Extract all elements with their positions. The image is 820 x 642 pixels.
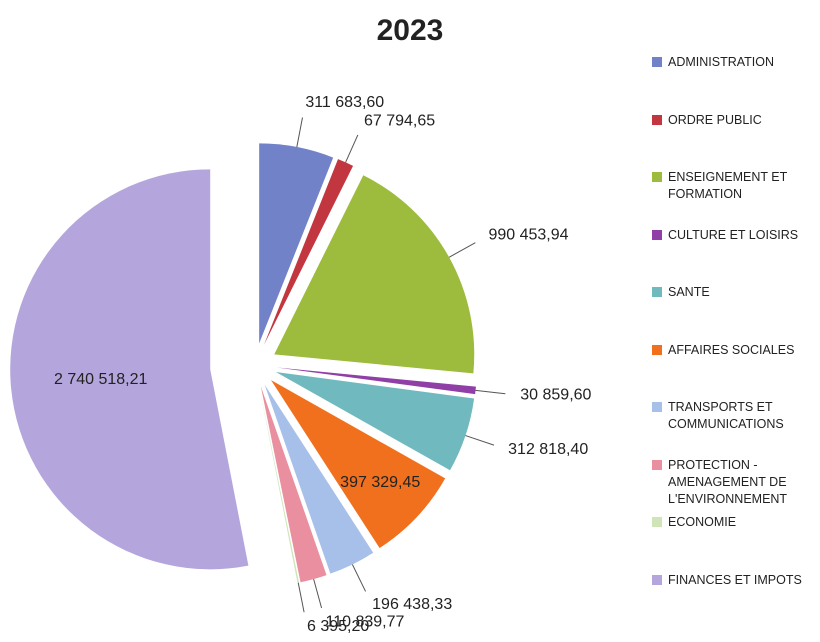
legend-swatch	[652, 172, 662, 182]
data-label: 67 794,65	[364, 112, 435, 129]
pie-slice	[275, 371, 475, 471]
leader-line	[448, 242, 476, 258]
data-label: 990 453,94	[488, 227, 568, 244]
legend-swatch	[652, 402, 662, 412]
leader-line	[313, 578, 323, 609]
pie-slice	[274, 175, 475, 374]
data-label: 110 839,77	[326, 614, 405, 631]
legend-label: AFFAIRES SOCIALES	[668, 342, 795, 357]
data-label: 30 859,60	[520, 387, 591, 404]
legend-label: FINANCES ET IMPOTS	[668, 572, 802, 587]
legend-item: ORDRE PUBLIC	[652, 112, 817, 170]
legend-item: AFFAIRES SOCIALES	[652, 342, 817, 400]
legend-item: FINANCES ET IMPOTS	[652, 572, 817, 630]
data-label: 397 329,45	[340, 474, 420, 491]
pie-slice	[276, 367, 476, 395]
legend-label: ENSEIGNEMENT ET FORMATION	[668, 170, 788, 201]
leader-line	[345, 134, 359, 163]
chart-title: 2023	[377, 14, 444, 47]
legend-item: CULTURE ET LOISIRS	[652, 227, 817, 285]
legend-swatch	[652, 287, 662, 297]
legend-label: CULTURE ET LOISIRS	[668, 227, 799, 242]
leader-line	[296, 117, 303, 148]
legend-label: ECONOMIE	[668, 515, 737, 529]
legend-item: SANTE	[652, 284, 817, 342]
leader-line	[351, 564, 367, 592]
leader-line	[465, 435, 495, 446]
legend-swatch	[652, 57, 662, 67]
legend-swatch	[652, 114, 662, 125]
pie-slice	[259, 143, 334, 344]
legend-item: ADMINISTRATION	[652, 54, 817, 112]
data-label: 196 438,33	[372, 596, 452, 613]
legend-label: PROTECTION - AMENAGEMENT DE L'ENVIRONNEM…	[668, 457, 788, 506]
data-label: 311 683,60	[305, 94, 384, 111]
data-label: 6 395,20	[307, 618, 369, 635]
leader-line	[297, 582, 305, 613]
data-label: 312 818,40	[508, 441, 588, 458]
legend-label: ADMINISTRATION	[668, 55, 775, 69]
legend-swatch	[652, 517, 662, 527]
pie-slice	[10, 169, 249, 570]
data-label: 2 740 518,21	[54, 371, 148, 388]
legend-item: PROTECTION - AMENAGEMENT DE L'ENVIRONNEM…	[652, 457, 817, 515]
legend: ADMINISTRATION ORDRE PUBLIC ENSEIGNEMENT E…	[652, 54, 817, 629]
leader-line	[475, 389, 506, 395]
legend-label: ORDRE PUBLIC	[668, 112, 762, 127]
legend-swatch	[652, 574, 662, 585]
legend-item: TRANSPORTS ET COMMUNICATIONS	[652, 399, 817, 457]
legend-swatch	[652, 459, 662, 470]
legend-label: SANTE	[668, 285, 710, 299]
pie-slice	[260, 386, 327, 583]
pie-slice	[271, 380, 446, 549]
pie-slice	[263, 159, 354, 345]
legend-label: TRANSPORTS ET COMMUNICATIONS	[668, 400, 784, 431]
legend-swatch	[652, 344, 662, 355]
pie-slice	[259, 386, 300, 583]
legend-item: ENSEIGNEMENT ET FORMATION	[652, 169, 817, 227]
legend-swatch	[652, 229, 662, 240]
legend-item: ECONOMIE	[652, 514, 817, 572]
pie-slice	[264, 384, 374, 574]
